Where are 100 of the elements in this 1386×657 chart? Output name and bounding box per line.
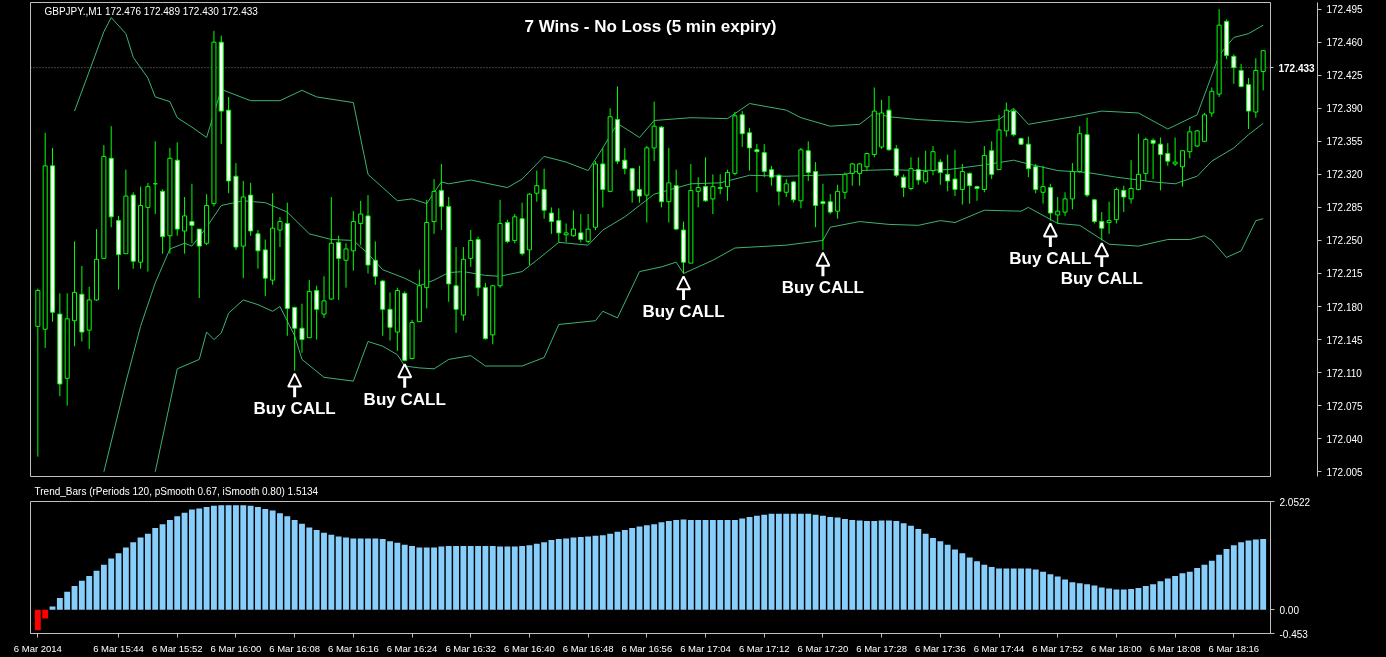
candlestick [343,242,349,289]
candlestick [196,228,202,299]
chart-title: Trend_Bars (rPeriods 120, pSmooth 0.67, iSmooth 0.80) 1.5134 [34,485,319,497]
candlestick [908,156,914,191]
y-tick-label: -0.453 [1279,628,1309,640]
candlestick [1121,185,1127,213]
candlestick [959,163,965,206]
candlestick [541,168,547,220]
y-tick-label: 172.250 [1326,235,1364,247]
candlestick [695,176,701,208]
candlestick [182,196,188,255]
y-tick-label: 172.285 [1326,202,1364,214]
annotation: Buy CALL [1060,268,1143,288]
candlestick [761,143,767,178]
candlestick [937,158,943,186]
candlestick [277,216,283,248]
candlestick [1033,163,1039,194]
candlestick [1150,137,1156,180]
annotation: Buy CALL [363,389,446,409]
candlestick [189,183,195,244]
y-tick-label: 172.460 [1326,37,1364,49]
y-tick-label: 172.145 [1326,334,1364,346]
candlestick [805,140,811,182]
candlestick [820,183,826,251]
line-series [74,17,1264,205]
x-tick-label: 6 Mar 15:44 [93,642,144,654]
ref-line-label: 172.433 [1278,62,1316,74]
candlestick [534,170,540,203]
candlestick [321,275,327,319]
candlestick [358,200,364,246]
y-tick-label: 172.110 [1326,367,1363,379]
x-tick-label: 6 Mar 2014 [13,642,62,654]
candlestick [1260,50,1266,91]
x-tick-label: 6 Mar 17:36 [914,642,966,654]
y-tick-label: 172.495 [1326,4,1364,16]
candlestick [923,150,929,185]
candlestick [974,185,980,202]
candlestick [1209,86,1215,118]
candlestick [1135,133,1141,191]
candlestick [1187,125,1193,159]
candlestick [717,173,723,195]
x-tick-label: 6 Mar 17:20 [797,642,849,654]
candlestick [585,213,591,244]
x-tick-label: 6 Mar 17:52 [1032,642,1084,654]
candlestick [1128,159,1134,205]
chart-subtitle: GBPJPY.,M1 172.476 172.489 172.430 172.433 [44,5,259,17]
candlestick [636,165,643,204]
y-tick-label: 172.390 [1326,103,1364,115]
annotation: Buy CALL [642,301,725,321]
candlestick [1091,198,1097,224]
x-tick-label: 6 Mar 17:44 [973,642,1025,654]
candlestick [145,182,151,273]
x-tick-label: 6 Mar 16:00 [210,642,262,654]
x-tick-label: 6 Mar 15:52 [151,642,203,654]
candlestick [989,140,995,180]
x-tick-label: 6 Mar 17:28 [856,642,907,654]
candlestick [1172,137,1178,167]
candlestick [739,110,745,148]
candlestick [556,207,562,243]
candlestick [468,229,474,268]
line-series [103,122,1264,473]
candlestick [710,173,716,215]
bar [49,606,56,610]
candlestick [769,165,775,187]
candlestick [438,163,444,231]
y-tick-label: 172.180 [1326,301,1364,313]
y-tick-label: 2.0522 [1279,496,1311,508]
candlestick [1179,150,1185,188]
candlestick [967,171,973,205]
x-tick-label: 6 Mar 16:40 [504,642,555,654]
candlestick [747,127,753,172]
candlestick [255,229,261,270]
y-tick-label: 0.00 [1279,604,1300,616]
candlestick [512,213,518,244]
y-tick-label: 172.215 [1326,268,1364,280]
y-tick-label: 172.425 [1326,70,1364,82]
x-tick-label: 6 Mar 16:48 [562,642,614,654]
candlestick [1011,108,1017,138]
candlestick [754,143,760,193]
candlestick [578,213,584,243]
text: 7 Wins - No Loss (5 min expiry) [524,16,777,36]
candlestick [666,147,672,223]
x-tick-label: 6 Mar 18:08 [1149,642,1201,654]
y-tick-label: 172.075 [1326,400,1364,412]
candlestick [827,193,833,215]
candlestick [629,167,635,204]
candlestick [901,173,907,198]
candlestick [504,219,510,244]
candlestick [387,291,393,342]
candlestick [570,209,576,238]
candlestick [1040,165,1046,205]
candlestick [776,173,782,207]
candlestick [299,303,305,354]
annotation: Buy CALL [781,278,865,298]
candlestick [292,306,298,372]
candlestick [548,206,554,235]
candlestick [1106,201,1112,235]
candlestick [849,162,855,187]
candlestick [703,156,709,203]
candlestick [622,147,628,175]
